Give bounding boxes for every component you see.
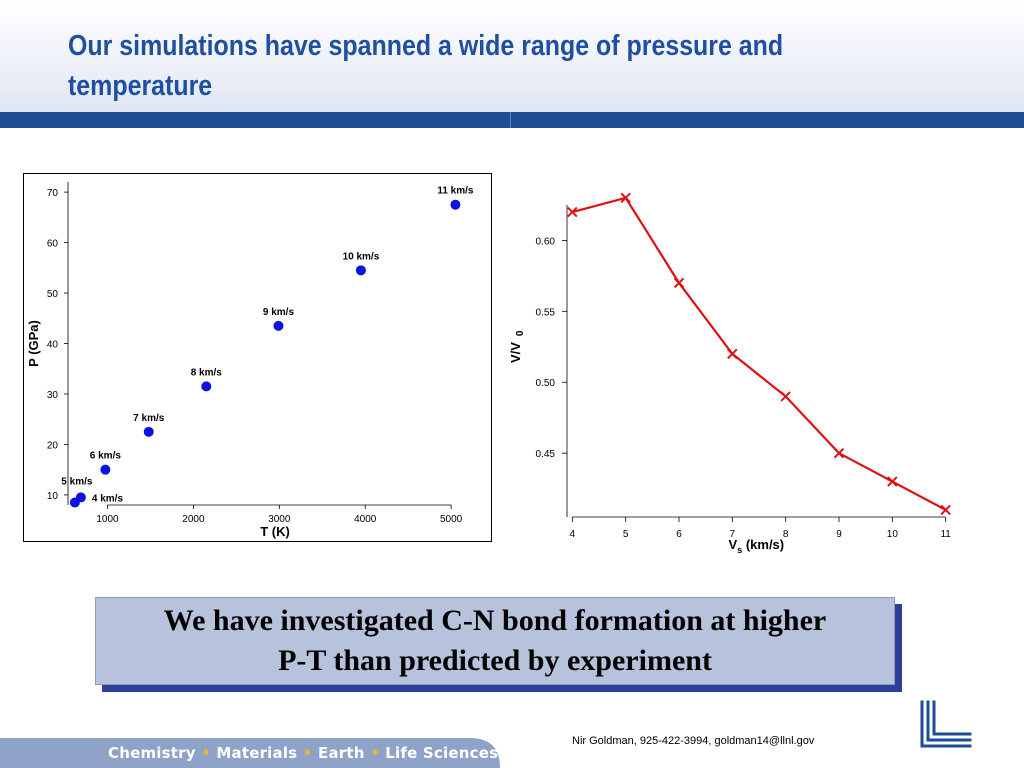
- data-point-marker-stroke: [727, 348, 738, 360]
- callout-line-1: We have investigated C-N bond formation …: [163, 604, 827, 637]
- data-point-marker-stroke: [567, 206, 578, 218]
- pressure-temperature-scatter-chart: 10 20 30 40 50 60 70 1000 2000 3000 4000 5000 T (K) P…: [26, 182, 474, 539]
- x-axis-label: T (K): [260, 524, 290, 539]
- data-point: [887, 476, 898, 487]
- y-tick-label: 0.45: [536, 449, 556, 460]
- x-tick-label: 5: [623, 529, 629, 540]
- y-tick-label: 70: [47, 188, 59, 199]
- data-label: 10 km/s: [343, 251, 380, 262]
- x-tick-label: 4000: [354, 514, 377, 525]
- header-bar-notch: [510, 112, 511, 128]
- data-point: [940, 504, 951, 516]
- volume-ratio-line-chart: 0.45 0.50 0.55 0.60 4 5 6 7 8 9 10 11 Vs (km/s) V/V 0: [508, 192, 951, 555]
- x-tick-label: 3000: [268, 514, 291, 525]
- footer-banner: [0, 738, 500, 768]
- x-tick-label: 4: [570, 529, 576, 540]
- y-tick-label: 10: [47, 491, 59, 502]
- llnl-logo-icon: [920, 700, 972, 748]
- logo-stroke-middle: [926, 700, 972, 742]
- x-tick-label: 6: [676, 529, 682, 540]
- y-tick-label: 0.50: [536, 378, 556, 389]
- series-line: [572, 196, 947, 511]
- header-bar: [0, 112, 1024, 128]
- data-point-marker-stroke: [780, 391, 791, 402]
- x-tick-label: 5000: [440, 514, 463, 525]
- data-point: [833, 447, 845, 459]
- footer-banner-shape: [0, 738, 500, 768]
- conclusion-callout: We have investigated C-N bond formation …: [95, 597, 895, 685]
- x-tick-label: 7: [730, 529, 736, 540]
- y-tick-label: 30: [47, 390, 59, 401]
- slide-title: Our simulations have spanned a wide rang…: [68, 30, 784, 102]
- data-point: [673, 277, 685, 289]
- y-tick-label: 0.55: [536, 307, 556, 318]
- data-label: 11 km/s: [437, 186, 474, 197]
- callout-text: We have investigated C-N bond formation …: [164, 601, 827, 681]
- y-axis-label: V/V 0: [508, 330, 526, 363]
- x-axis-label-main: V: [729, 537, 738, 552]
- data-point: [355, 265, 366, 276]
- x-tick-label: 10: [887, 529, 899, 540]
- data-label: 7 km/s: [133, 413, 165, 424]
- data-label: 6 km/s: [90, 451, 122, 462]
- y-tick-label: 20: [47, 440, 59, 451]
- data-point: [273, 320, 284, 331]
- data-point: [75, 492, 86, 503]
- footer-separator: •: [302, 744, 313, 762]
- data-label: 8 km/s: [191, 367, 223, 378]
- data-point: [201, 381, 212, 392]
- pressure-temperature-chart-frame: [23, 173, 492, 542]
- y-axis-label: P (GPa): [26, 320, 41, 367]
- x-axis-label-units: (km/s): [742, 537, 784, 552]
- y-tick-label: 50: [47, 289, 59, 300]
- footer-separator: •: [201, 744, 211, 762]
- title-header: Our simulations have spanned a wide rang…: [0, 0, 1024, 112]
- data-point-marker-stroke: [620, 192, 631, 204]
- contact-info: Nir Goldman, 925-422-3994, goldman14@lln…: [572, 735, 815, 747]
- footer-item-life-sciences: Life Sciences: [385, 744, 499, 762]
- data-label: 9 km/s: [263, 307, 295, 318]
- y-tick-label: 0.60: [536, 236, 556, 247]
- x-tick-label: 2000: [182, 514, 205, 525]
- data-point-marker-stroke: [940, 504, 951, 516]
- data-label: 4 km/s: [92, 493, 124, 504]
- data-point-marker-stroke: [887, 476, 898, 487]
- y-tick-label: 60: [47, 239, 59, 250]
- footer-item-chemistry: Chemistry: [108, 744, 196, 762]
- footer-item-materials: Materials: [216, 744, 298, 762]
- logo-stroke-inner: [932, 700, 972, 736]
- y-tick-label: 40: [47, 340, 59, 351]
- logo-stroke-outer: [920, 700, 972, 748]
- x-axis-label: Vs (km/s): [729, 537, 785, 555]
- data-point-marker-stroke: [833, 447, 845, 459]
- data-point: [567, 206, 578, 218]
- x-tick-label: 11: [940, 529, 951, 540]
- footer-tagline: Chemistry • Materials • Earth • Life Sci…: [108, 744, 498, 762]
- data-point: [100, 464, 111, 475]
- data-point: [450, 199, 461, 210]
- data-point: [780, 391, 791, 402]
- callout-line-2: P-T than predicted by experiment: [278, 644, 712, 677]
- x-axis-label-subscript: s: [737, 545, 742, 555]
- x-tick-label: 9: [836, 529, 842, 540]
- x-tick-label: 1000: [96, 514, 119, 525]
- x-tick-label: 8: [783, 529, 789, 540]
- data-point: [620, 192, 631, 204]
- data-point: [143, 426, 154, 437]
- y-axis-label-main: V/V: [508, 342, 523, 363]
- data-point: [727, 348, 738, 360]
- footer-separator: •: [370, 744, 380, 762]
- data-point-marker-stroke: [673, 277, 685, 289]
- footer-item-earth: Earth: [318, 744, 365, 762]
- y-axis-label-subscript: 0: [515, 330, 526, 336]
- data-label: 5 km/s: [61, 476, 93, 487]
